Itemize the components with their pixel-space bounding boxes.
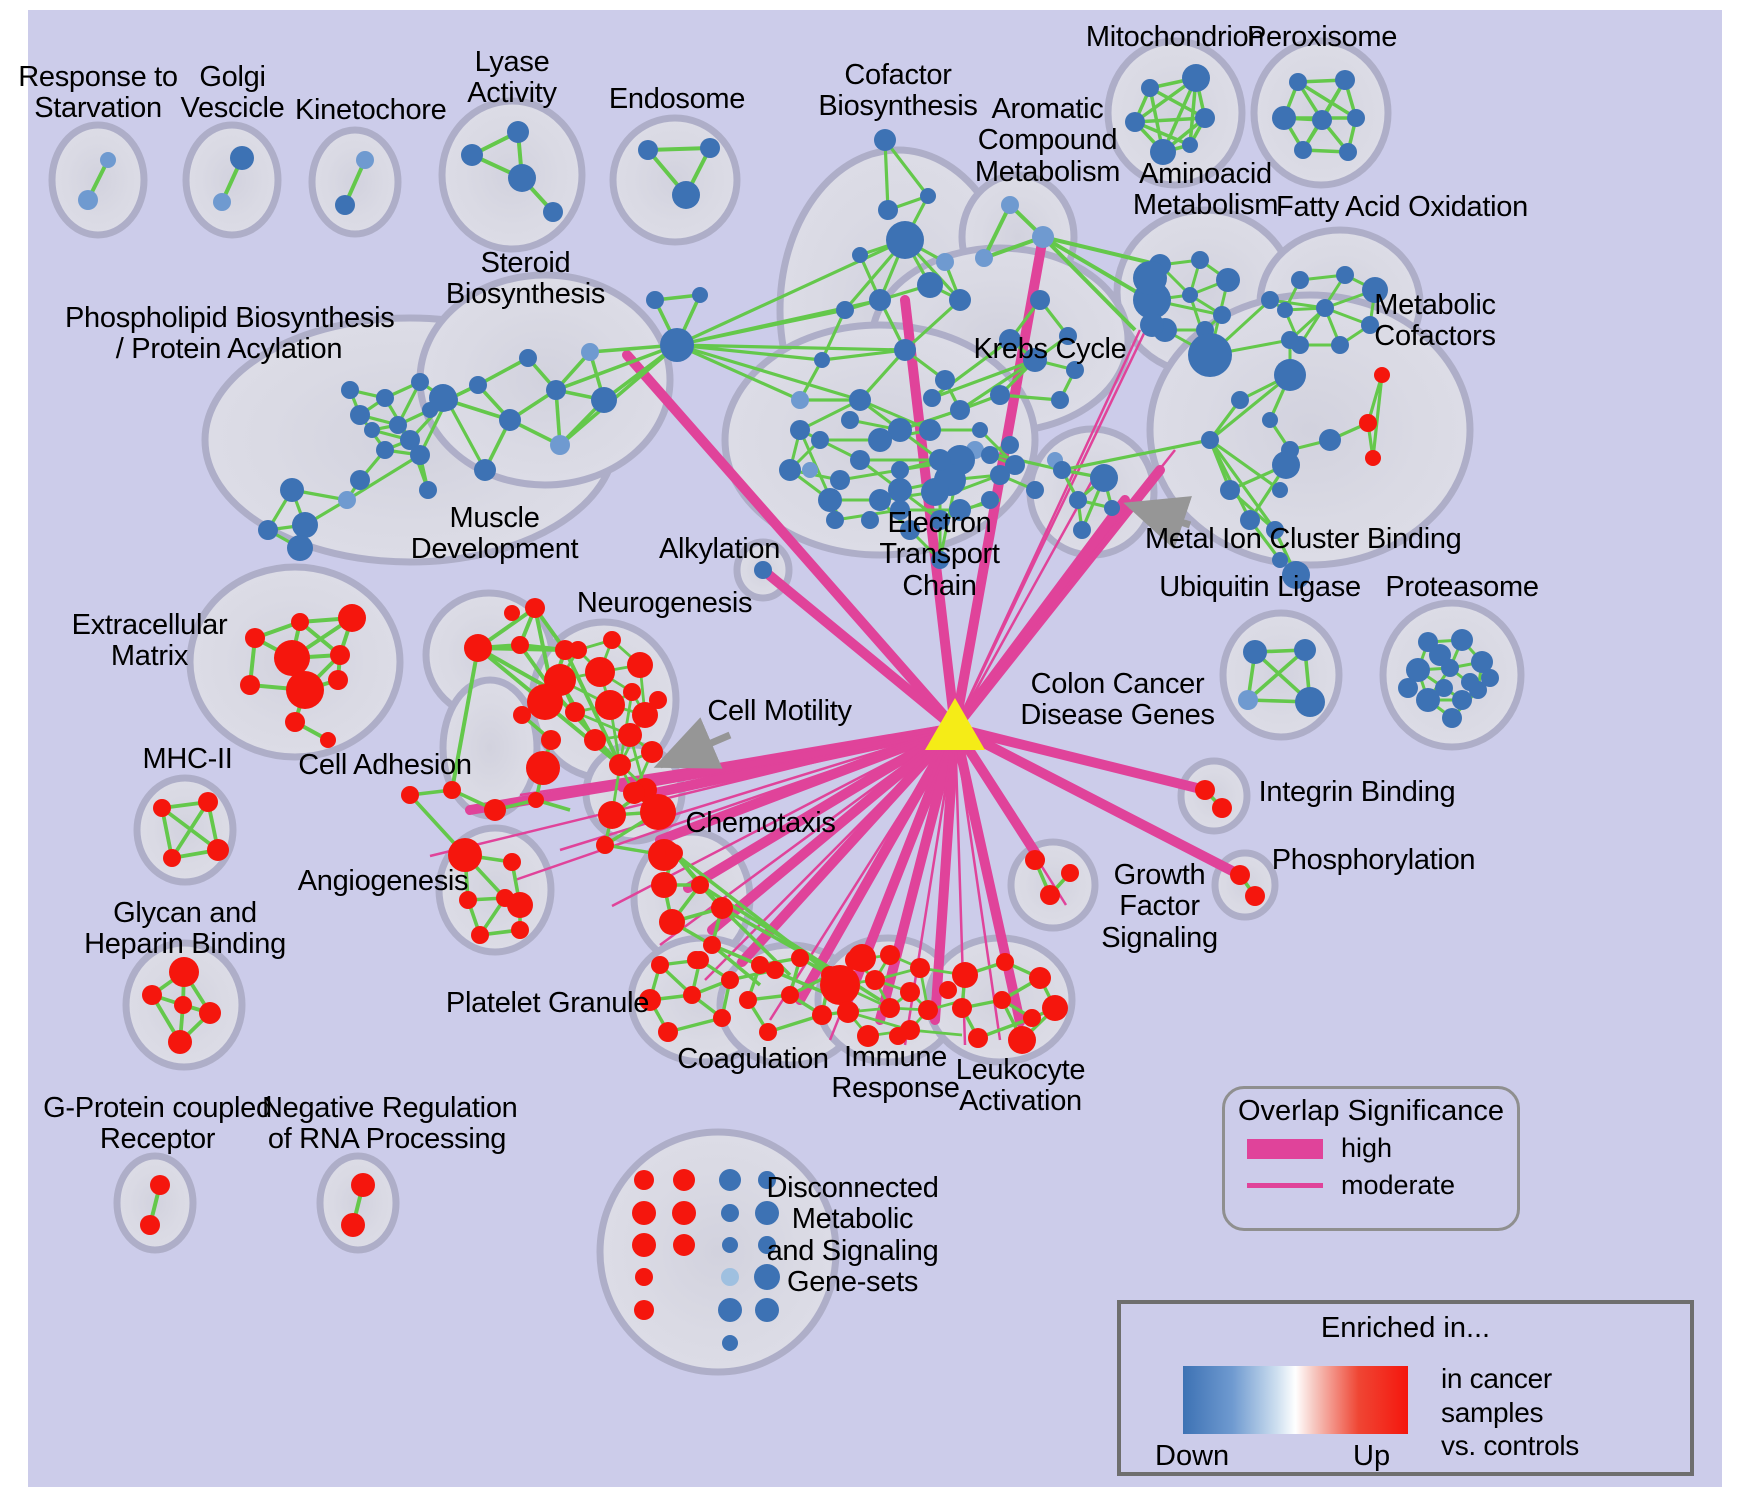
legend-enriched-in: Enriched in... Down Up in cancer samples… — [1117, 1300, 1694, 1476]
legend-overlap-significance: Overlap Significance high moderate — [1222, 1086, 1520, 1231]
legend-high-swatch — [1247, 1138, 1323, 1159]
annotation-arrows — [653, 496, 1192, 769]
legend-up-label: Up — [1353, 1440, 1391, 1472]
bubble-integrin-binding — [1177, 757, 1251, 835]
hub-node-colon-cancer[interactable] — [925, 698, 985, 750]
arrow-metal-ion-cluster-binding — [1123, 496, 1192, 550]
network-nodes-down — [78, 64, 1499, 1351]
legend-enriched-title: Enriched in... — [1320, 1312, 1491, 1344]
legend-overlap-moderate-row: moderate — [1225, 1170, 1517, 1201]
legend-enriched-caption: in cancer samples vs. controls — [1441, 1363, 1579, 1462]
legend-overlap-high-row: high — [1225, 1133, 1517, 1164]
legend-overlap-title: Overlap Significance — [1238, 1095, 1504, 1127]
legend-moderate-swatch — [1247, 1183, 1323, 1189]
bubble-mitochondrion — [1104, 37, 1246, 189]
arrow-cell-motility — [653, 717, 732, 769]
legend-down-label: Down — [1155, 1440, 1230, 1472]
legend-colorbar-wrap — [1183, 1366, 1408, 1434]
legend-high-label: high — [1341, 1133, 1393, 1164]
legend-moderate-label: moderate — [1341, 1170, 1456, 1201]
network-nodes-up — [140, 367, 1390, 1320]
legend-colorbar — [1183, 1366, 1408, 1434]
bubble-mhc-ii — [133, 774, 237, 886]
